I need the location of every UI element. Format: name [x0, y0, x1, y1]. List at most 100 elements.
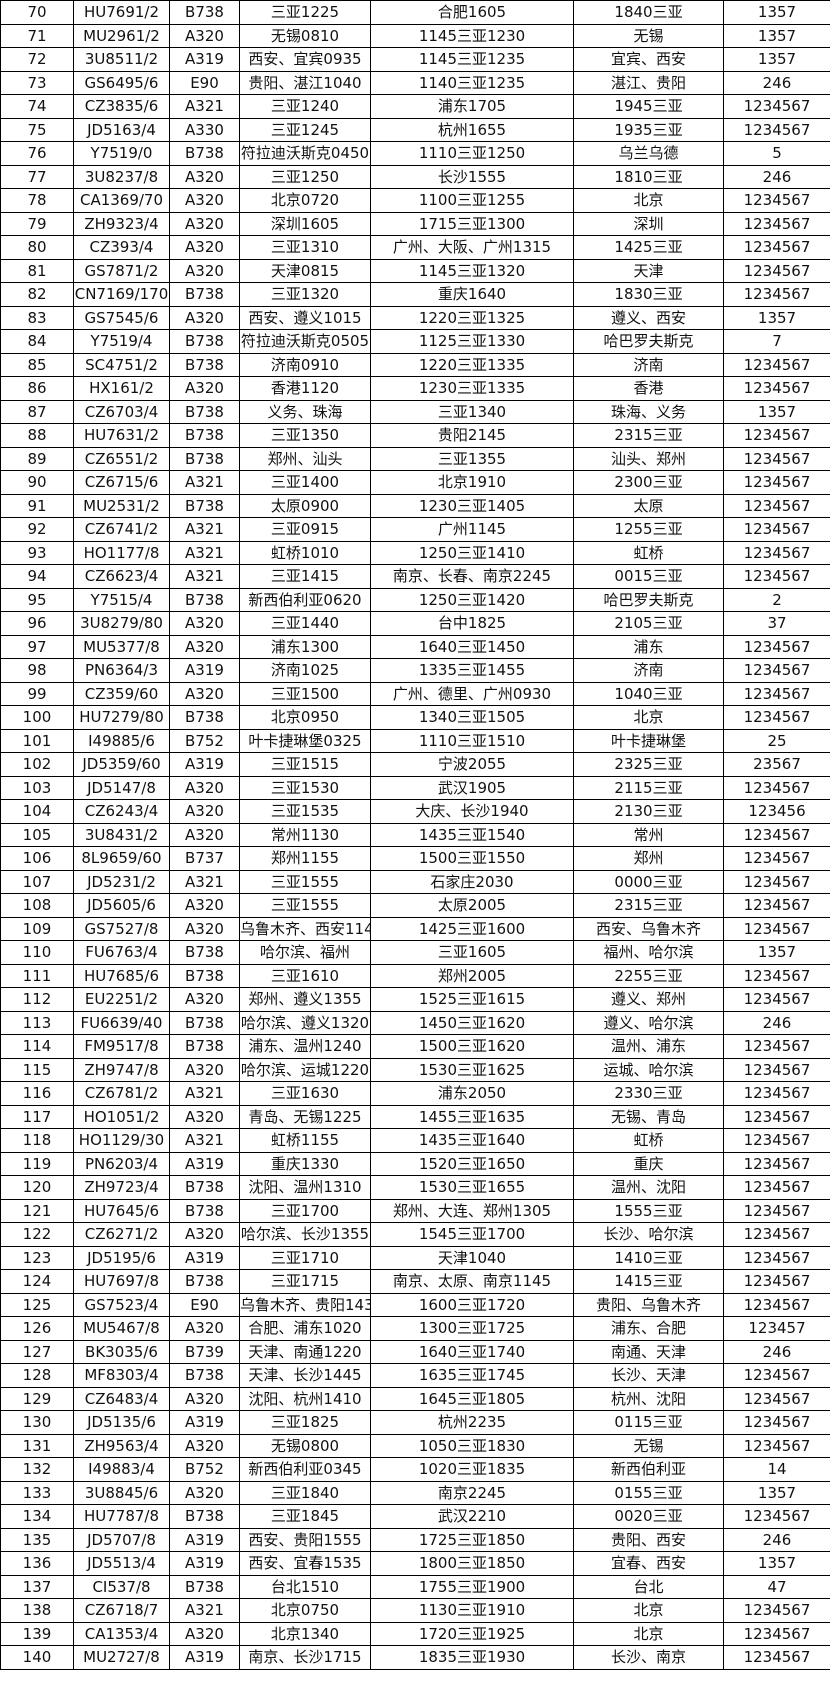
flight-number: CZ6551/2 [73, 446, 170, 471]
flight-number: CZ393/4 [73, 235, 170, 260]
sanya-cell: 1640三亚1450 [370, 634, 574, 659]
flight-number: ZH9723/4 [73, 1175, 170, 1200]
weekdays-cell: 1234567 [723, 658, 830, 683]
weekdays-cell: 123456 [723, 799, 830, 824]
sanya-cell: 1230三亚1405 [370, 493, 574, 518]
outbound-cell: 太原0900 [239, 493, 371, 518]
sanya-cell: 贵阳2145 [370, 423, 574, 448]
sanya-cell: 天津1040 [370, 1245, 574, 1270]
return-cell: 北京 [573, 705, 724, 730]
flight-number: JD5135/6 [73, 1410, 170, 1435]
sanya-cell: 1530三亚1625 [370, 1057, 574, 1082]
flight-number: CZ6623/4 [73, 564, 170, 589]
table-row: 75 JD5163/4 A330 三亚1245 杭州1655 1935三亚 1234567 [0, 117, 830, 142]
flight-number: ZH9323/4 [73, 211, 170, 236]
table-row: 135 JD5707/8 A319 西安、贵阳1555 1725三亚1850 贵阳、西安 2… [0, 1527, 830, 1552]
flight-number: JD5605/6 [73, 893, 170, 918]
aircraft-type: A320 [169, 987, 240, 1012]
sanya-cell: 1715三亚1300 [370, 211, 574, 236]
table-row: 81 GS7871/2 A320 天津0815 1145三亚1320 天津 1234567 [0, 258, 830, 283]
aircraft-type: B738 [169, 705, 240, 730]
outbound-cell: 天津0815 [239, 258, 371, 283]
table-row: 118 HO1129/30 A321 虹桥1155 1435三亚1640 虹桥 123456… [0, 1128, 830, 1153]
flight-number: MU5467/8 [73, 1316, 170, 1341]
return-cell: 温州、沈阳 [573, 1175, 724, 1200]
aircraft-type: B738 [169, 329, 240, 354]
flight-number: HU7697/8 [73, 1269, 170, 1294]
aircraft-type: A319 [169, 47, 240, 72]
aircraft-type: B738 [169, 0, 240, 25]
table-row: 130 JD5135/6 A319 三亚1825 杭州2235 0115三亚 1234567 [0, 1410, 830, 1435]
flight-number: JD5195/6 [73, 1245, 170, 1270]
row-number: 73 [0, 70, 74, 95]
weekdays-cell: 1234567 [723, 1433, 830, 1458]
row-number: 138 [0, 1598, 74, 1623]
row-number: 107 [0, 869, 74, 894]
return-cell: 1945三亚 [573, 94, 724, 119]
flight-number: GS7523/4 [73, 1292, 170, 1317]
sanya-cell: 合肥1605 [370, 0, 574, 25]
weekdays-cell: 1234567 [723, 235, 830, 260]
aircraft-type: A320 [169, 611, 240, 636]
weekdays-cell: 123457 [723, 1316, 830, 1341]
table-row: 72 3U8511/2 A319 西安、宜宾0935 1145三亚1235 宜宾、西安 13… [0, 47, 830, 72]
aircraft-type: A320 [169, 235, 240, 260]
aircraft-type: B738 [169, 1363, 240, 1388]
aircraft-type: B738 [169, 399, 240, 424]
sanya-cell: 宁波2055 [370, 752, 574, 777]
table-row: 88 HU7631/2 B738 三亚1350 贵阳2145 2315三亚 1234567 [0, 423, 830, 448]
flight-number: 3U8237/8 [73, 164, 170, 189]
sanya-cell: 1835三亚1930 [370, 1645, 574, 1670]
row-number: 117 [0, 1104, 74, 1129]
flight-number: HU7631/2 [73, 423, 170, 448]
weekdays-cell: 1234567 [723, 1386, 830, 1411]
aircraft-type: B738 [169, 493, 240, 518]
sanya-cell: 1425三亚1600 [370, 916, 574, 941]
table-row: 123 JD5195/6 A319 三亚1710 天津1040 1410三亚 1234567 [0, 1245, 830, 1270]
outbound-cell: 三亚1535 [239, 799, 371, 824]
flight-number: ZH9563/4 [73, 1433, 170, 1458]
outbound-cell: 符拉迪沃斯克0450 [239, 141, 371, 166]
weekdays-cell: 1234567 [723, 963, 830, 988]
outbound-cell: 乌鲁木齐、西安114 [239, 916, 371, 941]
return-cell: 汕头、郑州 [573, 446, 724, 471]
aircraft-type: A321 [169, 869, 240, 894]
table-row: 119 PN6203/4 A319 重庆1330 1520三亚1650 重庆 1234567 [0, 1151, 830, 1176]
table-row: 117 HO1051/2 A320 青岛、无锡1225 1455三亚1635 无锡、青岛 1… [0, 1104, 830, 1129]
sanya-cell: 1450三亚1620 [370, 1010, 574, 1035]
sanya-cell: 1050三亚1830 [370, 1433, 574, 1458]
aircraft-type: A320 [169, 1057, 240, 1082]
outbound-cell: 台北1510 [239, 1574, 371, 1599]
weekdays-cell: 1234567 [723, 869, 830, 894]
weekdays-cell: 1357 [723, 305, 830, 330]
weekdays-cell: 1234567 [723, 1245, 830, 1270]
weekdays-cell: 1234567 [723, 822, 830, 847]
sanya-cell: 1640三亚1740 [370, 1339, 574, 1364]
row-number: 93 [0, 540, 74, 565]
flight-number: HO1051/2 [73, 1104, 170, 1129]
return-cell: 乌兰乌德 [573, 141, 724, 166]
weekdays-cell: 1234567 [723, 846, 830, 871]
flight-number: CZ359/60 [73, 681, 170, 706]
flight-number: CZ6703/4 [73, 399, 170, 424]
weekdays-cell: 1234567 [723, 1269, 830, 1294]
row-number: 83 [0, 305, 74, 330]
aircraft-type: A320 [169, 681, 240, 706]
flight-number: 3U8279/80 [73, 611, 170, 636]
table-row: 95 Y7515/4 B738 新西伯利亚0620 1250三亚1420 哈巴罗夫斯克 2 [0, 587, 830, 612]
table-row: 133 3U8845/6 A320 三亚1840 南京2245 0155三亚 1357 [0, 1480, 830, 1505]
flight-schedule-table: 70 HU7691/2 B738 三亚1225 合肥1605 1840三亚 1357 71 MU… [0, 0, 830, 1670]
row-number: 125 [0, 1292, 74, 1317]
sanya-cell: 1335三亚1455 [370, 658, 574, 683]
return-cell: 0015三亚 [573, 564, 724, 589]
flight-number: CZ3835/6 [73, 94, 170, 119]
aircraft-type: A321 [169, 470, 240, 495]
return-cell: 2115三亚 [573, 775, 724, 800]
aircraft-type: B738 [169, 587, 240, 612]
weekdays-cell: 1234567 [723, 423, 830, 448]
weekdays-cell: 1234567 [723, 775, 830, 800]
row-number: 102 [0, 752, 74, 777]
row-number: 78 [0, 188, 74, 213]
flight-number: CZ6718/7 [73, 1598, 170, 1623]
aircraft-type: A319 [169, 752, 240, 777]
